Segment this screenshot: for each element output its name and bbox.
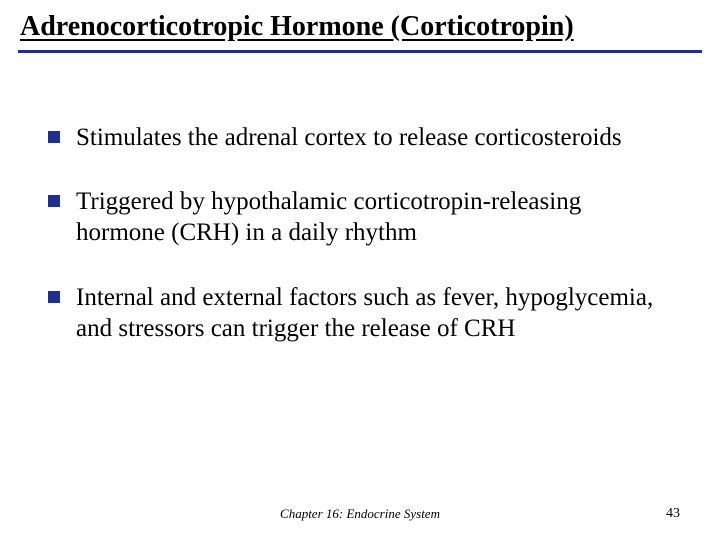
footer-chapter: Chapter 16: Endocrine System xyxy=(280,506,440,522)
slide-content: Stimulates the adrenal cortex to release… xyxy=(0,53,720,345)
bullet-list: Stimulates the adrenal cortex to release… xyxy=(46,123,674,345)
title-wrap: Adrenocorticotropic Hormone (Corticotrop… xyxy=(0,0,720,44)
list-item: Stimulates the adrenal cortex to release… xyxy=(46,123,674,154)
slide-title: Adrenocorticotropic Hormone (Corticotrop… xyxy=(20,10,700,44)
list-item: Triggered by hypothalamic corticotropin-… xyxy=(46,187,674,249)
footer: Chapter 16: Endocrine System 43 xyxy=(0,506,720,526)
list-item: Internal and external factors such as fe… xyxy=(46,283,674,345)
slide: Adrenocorticotropic Hormone (Corticotrop… xyxy=(0,0,720,540)
page-number: 43 xyxy=(666,506,680,522)
